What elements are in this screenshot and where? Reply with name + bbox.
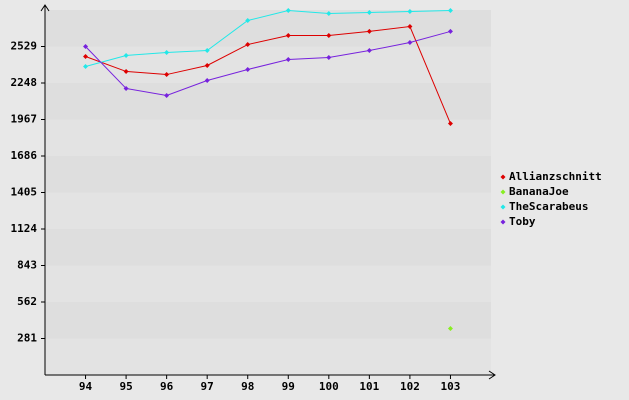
data-point xyxy=(83,54,89,60)
data-point xyxy=(204,48,210,54)
grid-band xyxy=(45,192,491,229)
series-line xyxy=(85,30,451,96)
data-point xyxy=(366,48,372,54)
data-point xyxy=(326,11,332,17)
x-tick-label: 101 xyxy=(359,380,379,393)
data-point xyxy=(447,121,453,127)
data-point xyxy=(366,9,372,15)
legend-label: Allianzschnitt xyxy=(509,170,602,183)
data-point xyxy=(164,49,170,55)
legend-label: Toby xyxy=(509,215,536,228)
legend-label: BananaJoe xyxy=(509,185,569,198)
grid-band xyxy=(45,229,491,266)
y-tick-label: 843 xyxy=(17,259,37,272)
data-point xyxy=(123,52,129,58)
data-point xyxy=(326,55,332,61)
data-point xyxy=(447,28,453,34)
data-point xyxy=(164,72,170,78)
x-tick-label: 102 xyxy=(400,380,420,393)
legend-label: TheScarabeus xyxy=(509,200,588,213)
x-tick-label: 94 xyxy=(79,380,93,393)
data-point xyxy=(83,44,89,49)
data-point xyxy=(123,85,129,91)
data-point xyxy=(204,78,210,84)
data-point xyxy=(285,8,291,14)
grid-band xyxy=(45,302,491,339)
x-tick-label: 100 xyxy=(319,380,339,393)
x-tick-label: 95 xyxy=(119,380,132,393)
y-tick-label: 2248 xyxy=(11,76,38,89)
x-tick-label: 96 xyxy=(160,380,174,393)
x-tick-label: 97 xyxy=(201,380,214,393)
series-line xyxy=(85,25,451,124)
y-tick-label: 1686 xyxy=(11,149,38,162)
data-point xyxy=(245,42,251,48)
data-point xyxy=(164,92,170,98)
grid-band xyxy=(45,83,491,120)
grid-band xyxy=(45,119,491,156)
y-tick-label: 1124 xyxy=(11,222,38,235)
data-point xyxy=(407,9,413,15)
data-point xyxy=(447,8,453,14)
legend-marker xyxy=(500,204,506,210)
grid-band xyxy=(45,265,491,302)
grid-band xyxy=(45,338,491,375)
data-point xyxy=(407,23,413,29)
legend-marker xyxy=(500,219,506,225)
x-tick-label: 103 xyxy=(441,380,461,393)
y-tick-label: 281 xyxy=(17,332,37,345)
data-point xyxy=(285,56,291,62)
data-point xyxy=(366,28,372,34)
grid-band xyxy=(45,156,491,193)
x-tick-label: 98 xyxy=(241,380,254,393)
data-point xyxy=(285,32,291,38)
legend-marker xyxy=(500,174,506,180)
data-point xyxy=(447,325,453,331)
data-point xyxy=(83,64,89,70)
data-point xyxy=(123,68,129,74)
y-tick-label: 1967 xyxy=(11,113,38,126)
y-tick-label: 2529 xyxy=(11,40,38,53)
legend-marker xyxy=(500,189,506,195)
y-tick-label: 562 xyxy=(17,295,37,308)
y-tick-label: 1405 xyxy=(11,186,38,199)
data-point xyxy=(245,66,251,72)
data-point xyxy=(245,18,251,24)
series-line xyxy=(85,10,451,67)
x-axis-arrow xyxy=(488,370,496,380)
data-point xyxy=(326,32,332,38)
data-point xyxy=(204,62,210,68)
x-tick-label: 99 xyxy=(282,380,295,393)
y-axis-arrow xyxy=(40,4,50,12)
data-point xyxy=(407,39,413,45)
